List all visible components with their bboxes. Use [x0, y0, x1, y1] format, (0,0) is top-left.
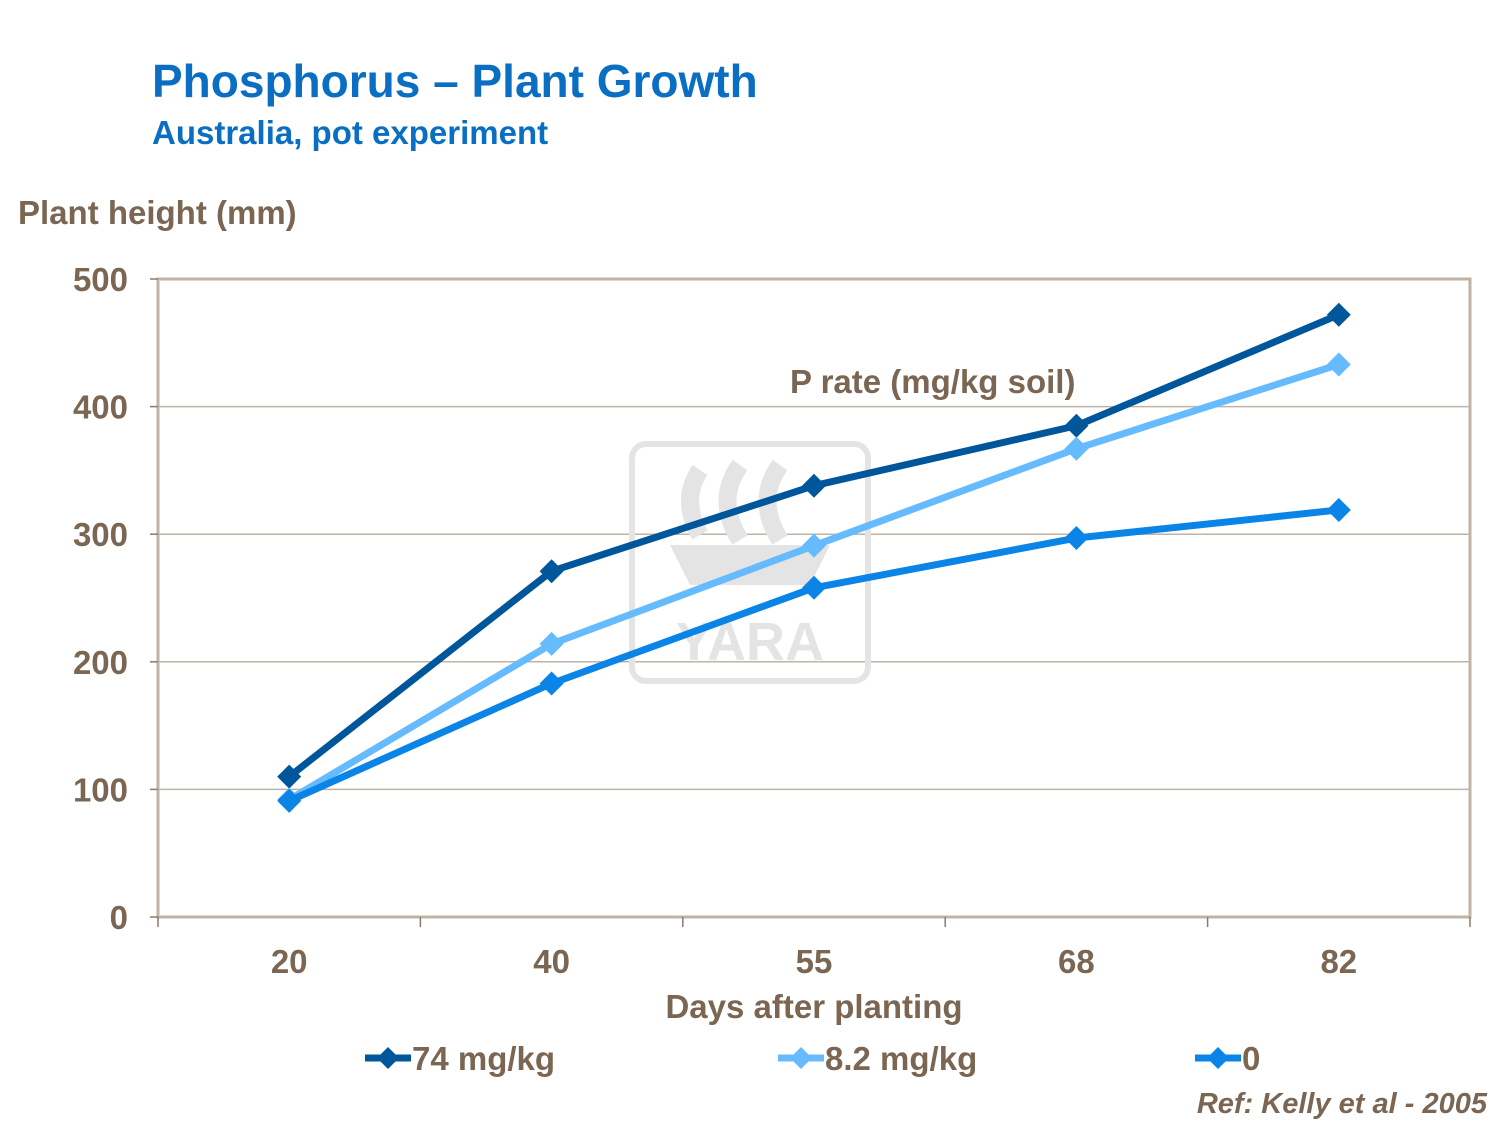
data-point [1064, 413, 1089, 438]
legend-label: 8.2 mg/kg [825, 1040, 977, 1077]
data-point [1326, 352, 1351, 377]
plot-area [156, 277, 1472, 919]
data-point [277, 788, 302, 813]
data-point [1064, 526, 1089, 551]
data-point [1326, 497, 1351, 522]
data-point [1326, 302, 1351, 327]
data-point [802, 473, 826, 498]
x-tick-label: 82 [1320, 943, 1357, 980]
y-axis-label: Plant height (mm) [18, 194, 297, 231]
reference-note: Ref: Kelly et al - 2005 [1196, 1088, 1487, 1120]
x-tick-label: 55 [796, 943, 833, 980]
y-tick-label: 400 [73, 389, 128, 426]
legend-label: 0 [1242, 1040, 1260, 1077]
y-tick-label: 0 [110, 899, 128, 936]
data-point [539, 671, 564, 696]
legend-marker [1207, 1047, 1229, 1069]
legend-title: P rate (mg/kg soil) [790, 363, 1075, 400]
legend-marker [377, 1047, 399, 1069]
y-tick-label: 300 [73, 516, 128, 553]
x-tick-label: 40 [533, 943, 570, 980]
y-tick-label: 100 [73, 771, 128, 808]
x-tick-label: 68 [1058, 943, 1095, 980]
svg-text:YARA: YARA [676, 612, 824, 672]
chart-title: Phosphorus – Plant Growth [152, 55, 758, 107]
legend-marker [790, 1047, 812, 1069]
legend-label: 74 mg/kg [412, 1040, 555, 1077]
data-point [1064, 436, 1089, 461]
x-axis-label: Days after planting [665, 988, 962, 1025]
data-point [802, 533, 826, 558]
data-point [802, 575, 826, 600]
data-point [277, 764, 302, 789]
y-tick-label: 200 [73, 644, 128, 681]
chart-subtitle: Australia, pot experiment [152, 114, 549, 151]
data-point [539, 631, 564, 656]
data-point [539, 559, 564, 584]
x-tick-label: 20 [271, 943, 308, 980]
y-tick-label: 500 [73, 261, 128, 298]
